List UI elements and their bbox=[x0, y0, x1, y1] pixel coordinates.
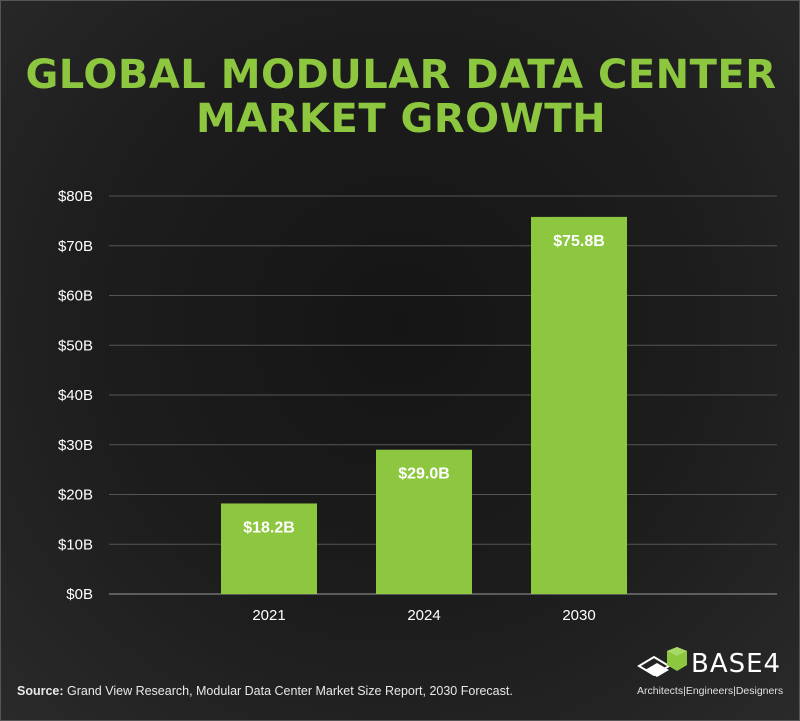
bar-2021 bbox=[221, 503, 317, 594]
y-tick-label: $0B bbox=[66, 586, 93, 603]
y-tick-label: $50B bbox=[58, 337, 93, 354]
y-tick-label: $20B bbox=[58, 487, 93, 504]
source-note: Source: Grand View Research, Modular Dat… bbox=[17, 684, 513, 698]
bar-2024 bbox=[376, 449, 472, 594]
y-tick-label: $80B bbox=[58, 188, 93, 205]
cube-logo-icon bbox=[637, 647, 687, 677]
y-tick-label: $60B bbox=[58, 288, 93, 305]
chart-title-line-2: MARKET GROWTH bbox=[195, 96, 607, 142]
x-tick-label: 2021 bbox=[252, 607, 285, 624]
y-tick-label: $30B bbox=[58, 437, 93, 454]
bar-value-label: $75.8B bbox=[553, 233, 605, 250]
bar-value-label: $29.0B bbox=[398, 466, 450, 483]
y-tick-label: $70B bbox=[58, 238, 93, 255]
source-label: Source: bbox=[17, 684, 64, 698]
y-tick-label: $10B bbox=[58, 536, 93, 553]
bar-2030 bbox=[531, 216, 627, 594]
logo-tagline: Architects|Engineers|Designers bbox=[637, 685, 784, 697]
logo-wordmark: BASE4 bbox=[691, 649, 782, 679]
base4-logo: BASE4 Architects|Engineers|Designers bbox=[637, 647, 787, 703]
x-tick-label: 2030 bbox=[562, 607, 595, 624]
chart-title: GLOBAL MODULAR DATA CENTER MARKET GROWTH bbox=[1, 52, 799, 142]
bar-value-label: $18.2B bbox=[243, 519, 295, 536]
x-tick-label: 2024 bbox=[407, 607, 440, 624]
y-tick-label: $40B bbox=[58, 387, 93, 404]
source-text: Grand View Research, Modular Data Center… bbox=[63, 684, 513, 698]
chart-title-line-1: GLOBAL MODULAR DATA CENTER bbox=[25, 52, 777, 98]
